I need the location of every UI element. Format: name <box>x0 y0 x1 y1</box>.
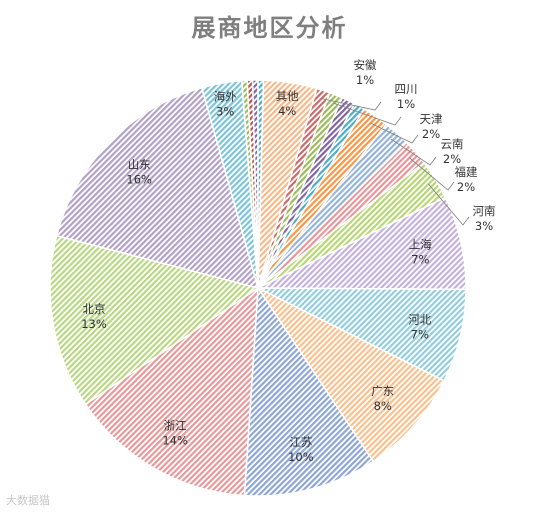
slice-label-其他: 其他 <box>276 89 299 103</box>
slice-label-安徽: 安徽 <box>354 58 377 72</box>
slice-percent-上海: 7% <box>411 252 429 266</box>
slice-label-北京: 北京 <box>83 302 106 316</box>
slice-percent-山东: 16% <box>126 173 152 187</box>
slice-label-河北: 河北 <box>408 313 431 327</box>
slice-percent-天津: 2% <box>422 127 440 141</box>
pie-slice-unlabeled <box>257 79 265 289</box>
slice-label-上海: 上海 <box>409 237 432 251</box>
slice-percent-其他: 4% <box>278 104 296 118</box>
slice-label-浙江: 浙江 <box>164 418 187 432</box>
slice-labels: 其他4%安徽1%四川1%天津2%云南2%福建2%河南3%上海7%河北7%广东8%… <box>81 58 495 464</box>
pie-slices <box>49 79 467 497</box>
slice-label-福建: 福建 <box>455 165 478 179</box>
chart-title: 展商地区分析 <box>191 13 348 42</box>
slice-label-广东: 广东 <box>371 384 394 398</box>
leader-line-河南 <box>428 183 470 226</box>
slice-label-山东: 山东 <box>128 158 151 172</box>
slice-label-四川: 四川 <box>395 82 418 96</box>
pie-slice-山东 <box>55 86 260 290</box>
slice-percent-海外: 3% <box>216 105 234 119</box>
slice-label-海外: 海外 <box>214 90 237 104</box>
leader-line-天津 <box>370 122 419 144</box>
slice-percent-河南: 3% <box>475 219 493 233</box>
pie-slice-浙江 <box>84 286 259 497</box>
watermark: 大数据猫 <box>6 494 50 507</box>
leader-line-安徽 <box>320 98 382 111</box>
slice-percent-北京: 13% <box>81 317 107 331</box>
slice-percent-四川: 1% <box>397 97 415 111</box>
leader-lines <box>320 98 470 226</box>
slice-label-天津: 天津 <box>420 112 443 126</box>
slice-label-江苏: 江苏 <box>289 435 312 449</box>
slice-percent-河北: 7% <box>411 328 429 342</box>
slice-percent-安徽: 1% <box>356 73 374 87</box>
slice-percent-福建: 2% <box>457 180 475 194</box>
pie-slice-广东 <box>255 286 446 463</box>
leader-line-福建 <box>409 157 455 191</box>
slice-label-云南: 云南 <box>441 137 464 151</box>
pie-slice-江苏 <box>243 285 375 497</box>
leader-line-云南 <box>390 138 437 166</box>
slice-percent-广东: 8% <box>374 399 392 413</box>
slice-percent-云南: 2% <box>443 152 461 166</box>
slice-percent-浙江: 14% <box>162 433 188 447</box>
leader-line-四川 <box>332 102 402 126</box>
pie-slice-北京 <box>49 234 260 406</box>
slice-label-河南: 河南 <box>473 204 496 218</box>
slice-percent-江苏: 10% <box>288 450 314 464</box>
